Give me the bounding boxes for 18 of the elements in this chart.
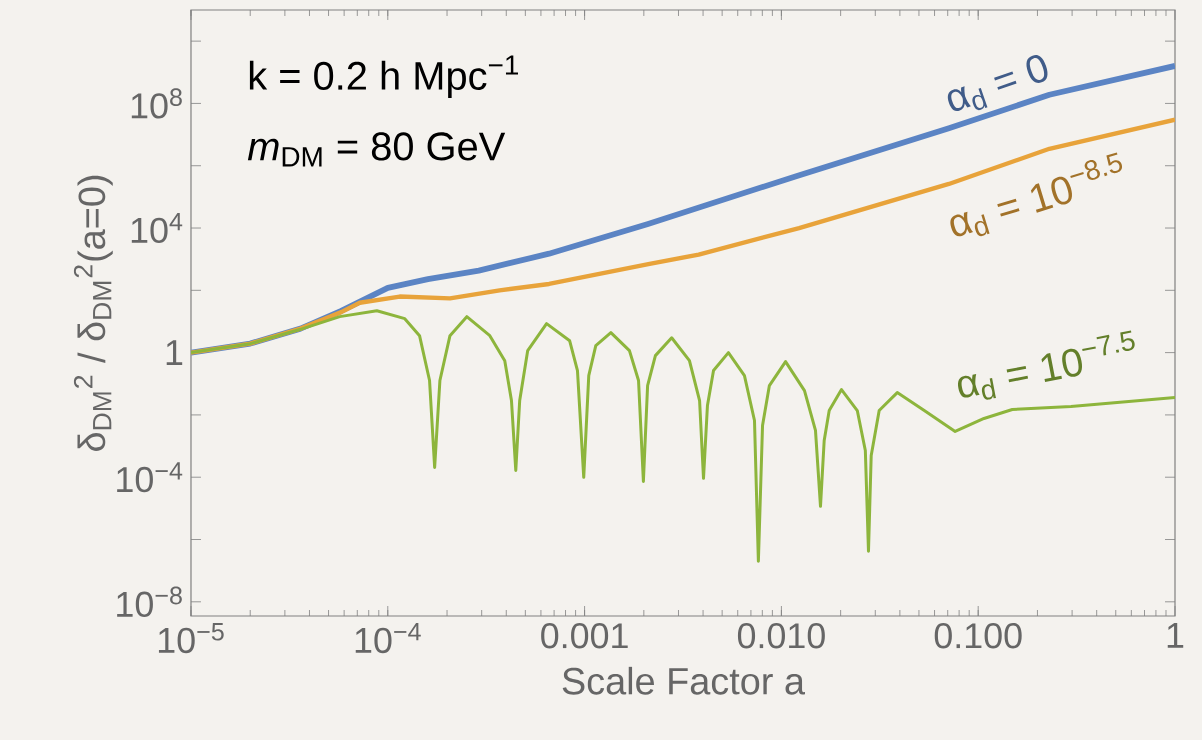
x-tick-label: 0.001 — [541, 623, 628, 649]
x-tick-label: 10$^{−5}$ — [158, 623, 224, 654]
text: α$_{d}$ = 10$^{−8.5}$ — [950, 152, 1123, 237]
y-tick-label: 10$^{−4}$ — [117, 462, 183, 493]
y-axis-title: δ$_{DM}$$^{2}$ / δ$_{DM}$$^{2}$(a=0) — [73, 175, 113, 451]
annotation: k = 0.2 h Mpc$^{−1}$ — [249, 55, 519, 98]
x-axis-title: Scale Factor a — [562, 666, 805, 695]
x-tick-label: 10$^{−4}$ — [355, 623, 421, 654]
y-tick-label: 10$^{−8}$ — [117, 586, 182, 617]
text: α$_{d}$ = 0 — [947, 55, 1048, 112]
annotation: m$_{DM}$ = 80 GeV — [247, 132, 506, 167]
x-tick-label: 0.100 — [934, 623, 1022, 649]
x-tick-label: 1 — [1167, 623, 1184, 648]
x-tick-label: 0.010 — [737, 623, 825, 649]
y-tick-label: 10$^{4}$ — [131, 212, 183, 244]
text: α$_{d}$ = 10$^{−7.5}$ — [957, 330, 1135, 400]
y-tick-label: 10$^{8}$ — [131, 88, 182, 119]
y-tick-label: 1 — [166, 340, 183, 365]
